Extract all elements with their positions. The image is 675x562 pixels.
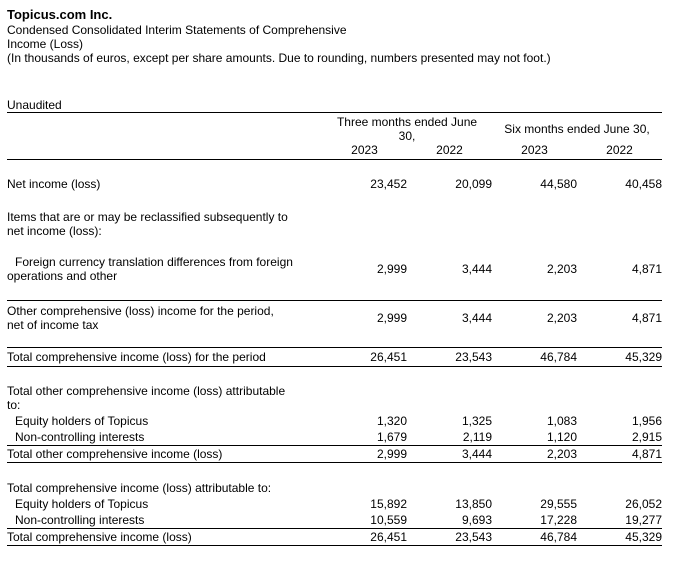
cell-value: 15,892 — [370, 497, 407, 511]
units-note: (In thousands of euros, except per share… — [7, 51, 551, 65]
row-label: Total comprehensive income (loss) for th… — [7, 350, 266, 364]
year-header: 2023 — [521, 143, 548, 157]
cell-value: 1,320 — [376, 414, 407, 428]
row-label: Foreign currency translation differences… — [7, 255, 293, 283]
cell-value: 4,871 — [631, 262, 662, 276]
year-header: 2022 — [606, 143, 633, 157]
audit-status-label: Unaudited — [7, 98, 62, 112]
table-row-total-other-comprehensive: Total other comprehensive income (loss) … — [7, 446, 662, 463]
table-header: Three months ended June 30, Six months e… — [7, 113, 662, 160]
year-header: 2023 — [351, 143, 378, 157]
table-row-reclassified-items-heading: Items that are or may be reclassified su… — [7, 210, 662, 238]
row-label: Non-controlling interests — [15, 430, 145, 444]
cell-value: 23,543 — [455, 530, 492, 544]
period-group-six-months: Six months ended June 30, — [504, 122, 650, 136]
row-label: Total other comprehensive income (loss) … — [7, 384, 286, 412]
cell-value: 40,458 — [625, 177, 662, 191]
cell-value: 2,999 — [376, 447, 407, 461]
cell-value: 13,850 — [455, 497, 492, 511]
cell-value: 2,915 — [631, 430, 662, 444]
cell-value: 2,999 — [376, 311, 407, 325]
table-row-oci-non-controlling: Non-controlling interests 1,679 2,119 1,… — [7, 430, 662, 446]
cell-value: 1,325 — [461, 414, 492, 428]
table-row-total-comprehensive: Total comprehensive income (loss) 26,451… — [7, 529, 662, 546]
row-label: Other comprehensive (loss) income for th… — [7, 304, 274, 332]
row-label: Items that are or may be reclassified su… — [7, 210, 288, 238]
cell-value: 1,679 — [376, 430, 407, 444]
cell-value: 20,099 — [455, 177, 492, 191]
cell-value: 2,203 — [546, 262, 577, 276]
cell-value: 1,083 — [546, 414, 577, 428]
row-label: Equity holders of Topicus — [15, 414, 149, 428]
cell-value: 46,784 — [540, 350, 577, 364]
cell-value: 10,559 — [370, 513, 407, 527]
cell-value: 2,203 — [546, 447, 577, 461]
cell-value: 26,052 — [625, 497, 662, 511]
cell-value: 2,999 — [376, 262, 407, 276]
cell-value: 44,580 — [540, 177, 577, 191]
table-row-fx-translation: Foreign currency translation differences… — [7, 255, 662, 283]
row-label: Equity holders of Topicus — [15, 497, 149, 511]
header-label-spacer — [7, 143, 322, 157]
cell-value: 46,784 — [540, 530, 577, 544]
cell-value: 45,329 — [625, 530, 662, 544]
cell-value: 1,120 — [546, 430, 577, 444]
row-label: Total comprehensive income (loss) attrib… — [7, 481, 272, 495]
statement-title: Condensed Consolidated Interim Statement… — [7, 23, 347, 51]
cell-value: 17,228 — [540, 513, 577, 527]
table-row-total-comprehensive-period: Total comprehensive income (loss) for th… — [7, 347, 662, 367]
cell-value: 23,452 — [370, 177, 407, 191]
cell-value: 26,451 — [370, 350, 407, 364]
cell-value: 29,555 — [540, 497, 577, 511]
table-row-tci-equity-holders: Equity holders of Topicus 15,892 13,850 … — [7, 497, 662, 511]
company-name: Topicus.com Inc. — [7, 7, 113, 22]
table-row-oci-equity-holders: Equity holders of Topicus 1,320 1,325 1,… — [7, 414, 662, 428]
cell-value: 2,119 — [462, 430, 492, 444]
cell-value: 1,956 — [631, 414, 662, 428]
cell-value: 3,444 — [461, 311, 492, 325]
year-header-row: 2023 2022 2023 2022 — [7, 143, 662, 157]
cell-value: 2,203 — [546, 311, 577, 325]
period-group-three-months: Three months ended June 30, — [336, 115, 478, 143]
cell-value: 9,693 — [461, 513, 492, 527]
table-row-toci-attributable-heading: Total other comprehensive income (loss) … — [7, 384, 662, 412]
cell-value: 26,451 — [370, 530, 407, 544]
cell-value: 45,329 — [625, 350, 662, 364]
table-row-tci-attributable-heading: Total comprehensive income (loss) attrib… — [7, 481, 662, 495]
cell-value: 4,871 — [631, 311, 662, 325]
row-label: Non-controlling interests — [15, 513, 145, 527]
cell-value: 19,277 — [625, 513, 662, 527]
year-header: 2022 — [436, 143, 463, 157]
period-group-row: Three months ended June 30, Six months e… — [7, 115, 662, 143]
cell-value: 4,871 — [631, 447, 662, 461]
row-label: Net income (loss) — [7, 177, 101, 191]
cell-value: 3,444 — [461, 262, 492, 276]
row-label: Total other comprehensive income (loss) — [7, 447, 223, 461]
cell-value: 23,543 — [455, 350, 492, 364]
statement-table: Three months ended June 30, Six months e… — [7, 112, 662, 546]
table-row-tci-non-controlling: Non-controlling interests 10,559 9,693 1… — [7, 513, 662, 529]
table-row-net-income: Net income (loss) 23,452 20,099 44,580 4… — [7, 177, 662, 191]
table-row-other-comprehensive-income: Other comprehensive (loss) income for th… — [7, 300, 662, 332]
cell-value: 3,444 — [461, 447, 492, 461]
row-label: Total comprehensive income (loss) — [7, 530, 192, 544]
